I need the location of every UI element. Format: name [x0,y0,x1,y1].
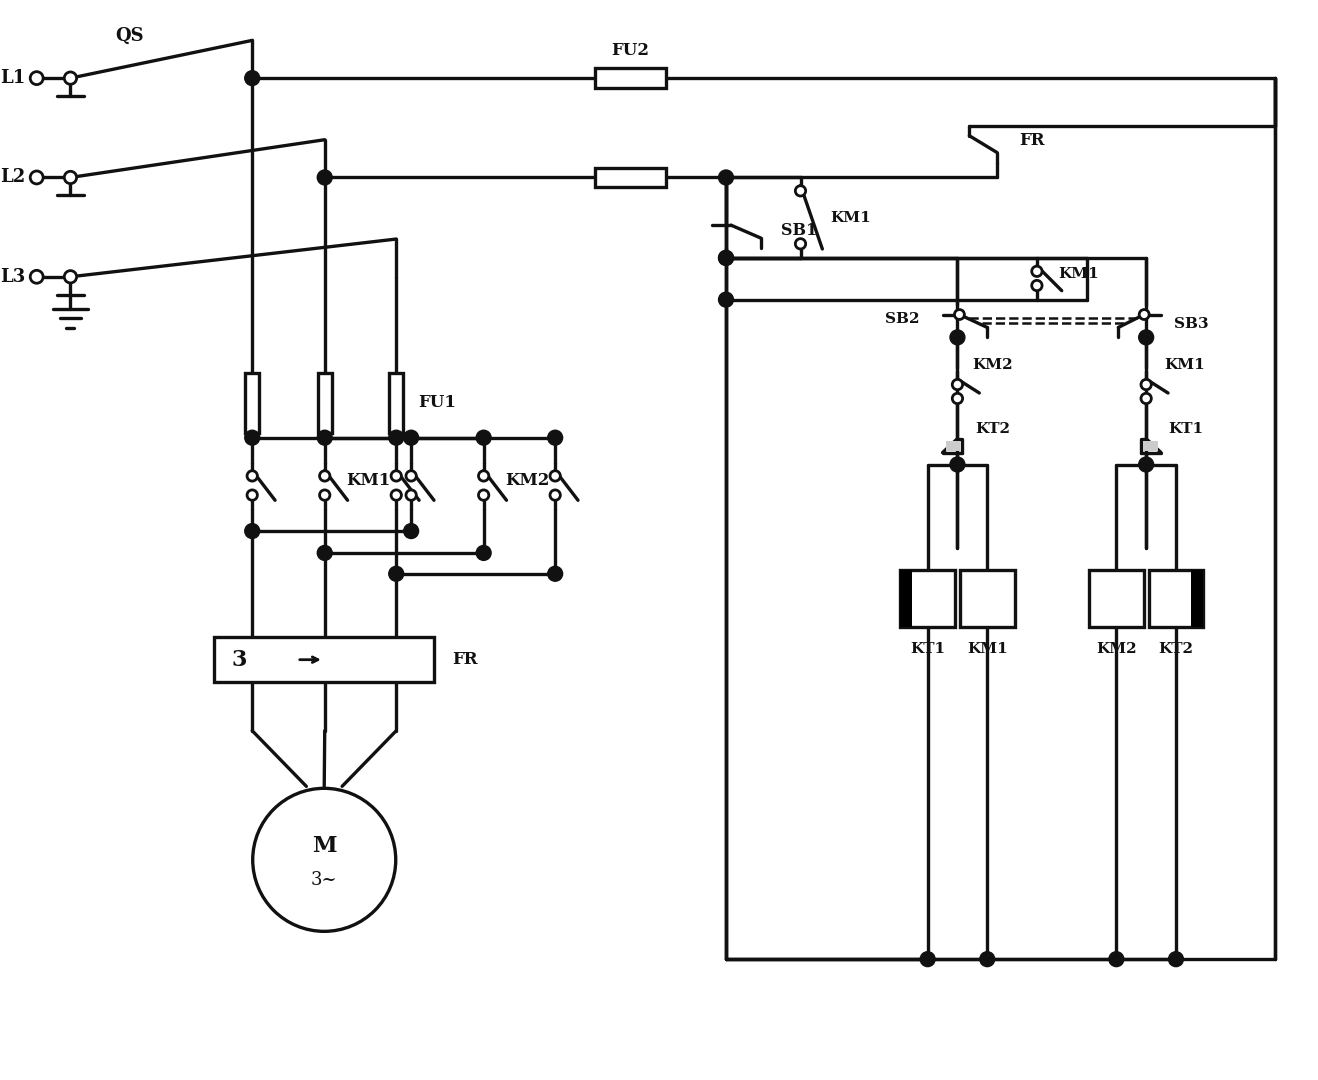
Bar [594,68,667,89]
Circle shape [245,524,260,539]
Text: SB3: SB3 [1174,318,1209,332]
Circle shape [718,251,733,266]
Text: FR: FR [452,651,477,669]
Circle shape [548,430,563,445]
Circle shape [318,545,332,561]
Circle shape [795,186,805,197]
Circle shape [318,430,332,445]
Circle shape [65,72,76,84]
Circle shape [319,471,330,481]
Text: 3~: 3~ [311,870,337,889]
Circle shape [954,310,965,320]
Circle shape [65,172,76,184]
Circle shape [1032,266,1043,276]
Circle shape [478,471,489,481]
Circle shape [65,271,76,283]
Bar [1149,570,1203,627]
Circle shape [406,490,416,500]
Bar [1191,570,1203,627]
Text: KM2: KM2 [506,472,550,489]
Bar [960,570,1015,627]
Circle shape [1108,951,1124,967]
Circle shape [1139,310,1149,320]
Circle shape [403,430,419,445]
Text: L1: L1 [0,69,26,87]
Bar [1089,570,1144,627]
Text: L2: L2 [0,168,26,187]
Circle shape [950,457,965,472]
Bar [900,570,956,627]
Circle shape [30,171,43,184]
Text: 3: 3 [232,649,246,671]
Circle shape [478,490,489,500]
Circle shape [246,471,257,481]
Circle shape [718,251,733,266]
Circle shape [920,951,934,967]
Text: FU1: FU1 [418,394,456,411]
Bar [945,441,961,451]
Text: KM2: KM2 [973,359,1014,373]
Bar [900,570,912,627]
Circle shape [953,393,962,404]
Text: KM1: KM1 [347,472,391,489]
Text: QS: QS [116,26,145,44]
Circle shape [389,430,403,445]
Text: KM2: KM2 [1097,643,1136,657]
Text: KM1: KM1 [1058,267,1099,281]
Bar [318,373,332,433]
Text: KT2: KT2 [975,422,1011,435]
Circle shape [318,170,332,185]
Circle shape [1141,379,1152,390]
Text: L3: L3 [0,268,26,286]
Bar [245,373,260,433]
Circle shape [245,430,260,445]
Text: FR: FR [1019,132,1045,149]
Text: KT1: KT1 [911,643,945,657]
Circle shape [30,270,43,283]
Circle shape [1139,329,1153,345]
Circle shape [548,566,563,581]
Circle shape [718,293,733,307]
Text: KT2: KT2 [1159,643,1194,657]
Text: SB2: SB2 [886,312,920,326]
Circle shape [319,490,330,500]
Circle shape [476,430,492,445]
Circle shape [403,524,419,539]
Text: FU2: FU2 [612,42,650,58]
Circle shape [253,788,395,931]
Circle shape [1141,393,1152,404]
Bar [1143,441,1159,451]
Circle shape [950,329,965,345]
Text: KM1: KM1 [967,643,1008,657]
Text: KM1: KM1 [830,211,871,225]
Circle shape [795,239,805,249]
Circle shape [406,471,416,481]
Circle shape [476,545,492,561]
Circle shape [246,490,257,500]
Text: KM1: KM1 [1164,359,1205,373]
Circle shape [245,70,260,85]
Circle shape [391,471,402,481]
Bar [389,373,403,433]
Circle shape [550,490,560,500]
Bar [215,637,434,683]
Circle shape [391,490,402,500]
Circle shape [1139,457,1153,472]
Circle shape [1032,281,1043,291]
Circle shape [30,71,43,84]
Text: SB1: SB1 [780,221,817,239]
Text: M: M [312,835,336,856]
Circle shape [718,170,733,185]
Circle shape [1169,951,1184,967]
Bar [594,167,667,188]
Circle shape [389,566,403,581]
Circle shape [550,471,560,481]
Circle shape [979,951,995,967]
Text: KT1: KT1 [1168,422,1203,435]
Circle shape [953,379,962,390]
